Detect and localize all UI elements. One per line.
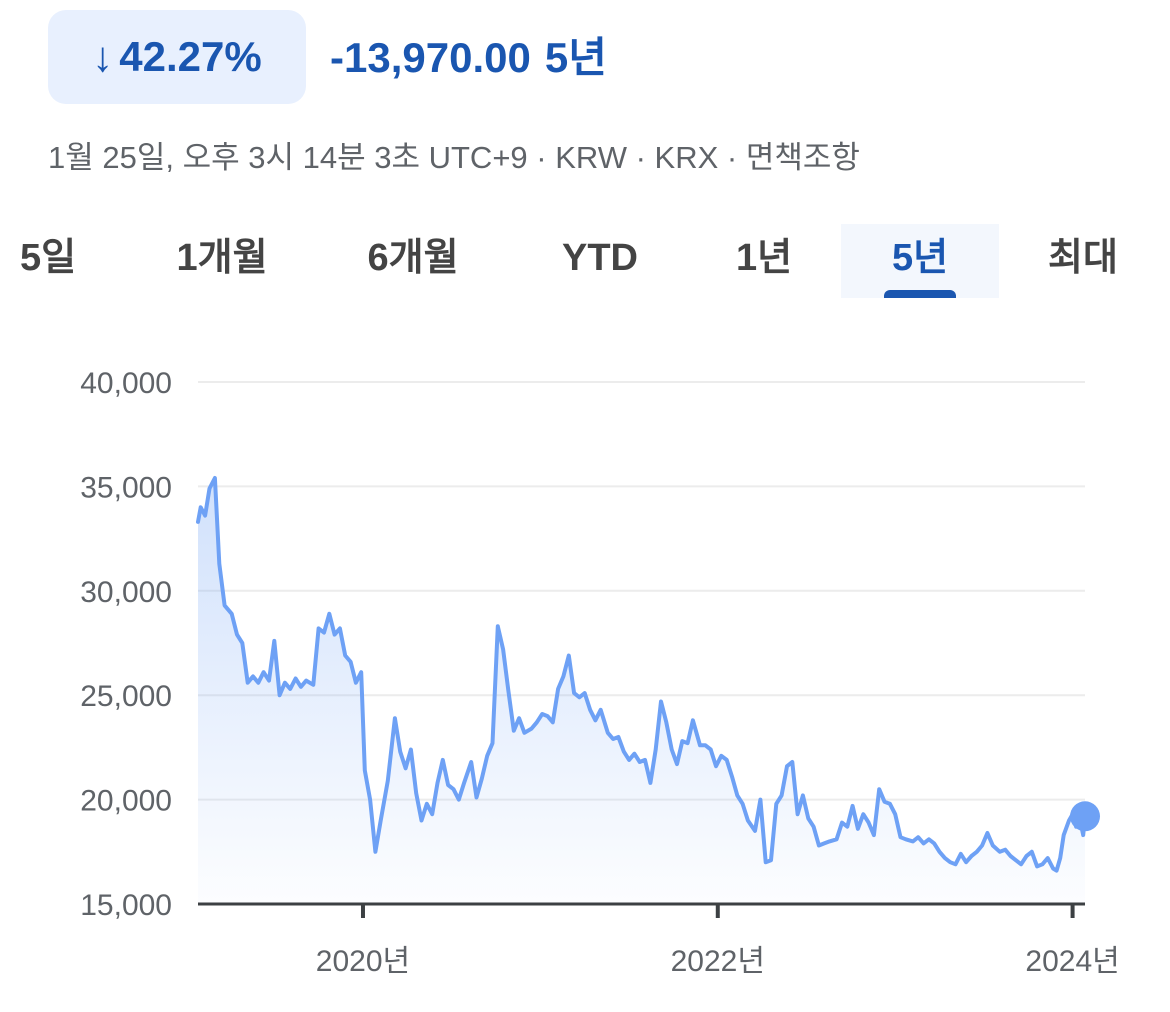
tab-1m[interactable]: 1개월: [150, 224, 294, 298]
tab-1y[interactable]: 1년: [700, 224, 828, 298]
tab-label: YTD: [562, 237, 638, 279]
x-tick-label: 2020년: [316, 945, 410, 978]
change-percent-badge: ↓ 42.27%: [48, 10, 306, 104]
change-absolute-row: -13,970.00 5년: [330, 28, 607, 88]
tab-6m[interactable]: 6개월: [338, 224, 488, 298]
tab-label: 최대: [1048, 237, 1118, 279]
y-tick-label: 25,000: [80, 680, 172, 713]
x-tick-label: 2024년: [1025, 945, 1119, 978]
tab-max[interactable]: 최대: [1016, 224, 1150, 298]
change-absolute: -13,970.00: [330, 34, 531, 81]
y-axis-labels: 15,000 20,000 25,000 30,000 35,000 40,000: [80, 367, 172, 922]
tab-label: 1년: [735, 237, 793, 279]
tab-ytd[interactable]: YTD: [530, 224, 670, 298]
y-tick-label: 20,000: [80, 785, 172, 818]
y-tick-label: 15,000: [80, 889, 172, 922]
quote-meta: 1월 25일, 오후 3시 14분 3초 UTC+9 · KRW · KRX ·…: [48, 140, 860, 175]
tab-label: 6개월: [367, 237, 459, 279]
price-area: [198, 478, 1085, 904]
x-axis-labels: 2020년 2022년 2024년: [316, 904, 1120, 978]
price-line: [196, 476, 1087, 873]
latest-price-dot[interactable]: [1070, 801, 1100, 832]
arrow-down-icon: ↓: [92, 33, 114, 80]
tab-5y[interactable]: 5년: [841, 224, 999, 298]
y-tick-label: 35,000: [80, 471, 172, 504]
range-tabs: 5일 1개월 6개월 YTD 1년 5년 최대: [0, 224, 1170, 298]
tab-5d[interactable]: 5일: [0, 224, 96, 298]
change-period: 5년: [544, 34, 607, 81]
y-tick-label: 40,000: [80, 367, 172, 400]
y-tick-label: 30,000: [80, 576, 172, 609]
change-percent: 42.27%: [119, 33, 262, 80]
tab-label: 1개월: [176, 237, 268, 279]
x-tick-label: 2022년: [671, 945, 765, 978]
active-tab-indicator: [884, 290, 956, 298]
tab-label: 5일: [19, 237, 77, 279]
tab-label: 5년: [891, 237, 949, 279]
price-chart: 15,000 20,000 25,000 30,000 35,000 40,000 202…: [80, 367, 1120, 978]
